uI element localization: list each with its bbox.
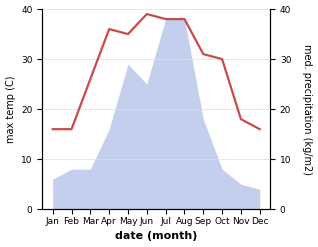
X-axis label: date (month): date (month): [115, 231, 197, 242]
Y-axis label: max temp (C): max temp (C): [5, 75, 16, 143]
Y-axis label: med. precipitation (kg/m2): med. precipitation (kg/m2): [302, 44, 313, 175]
